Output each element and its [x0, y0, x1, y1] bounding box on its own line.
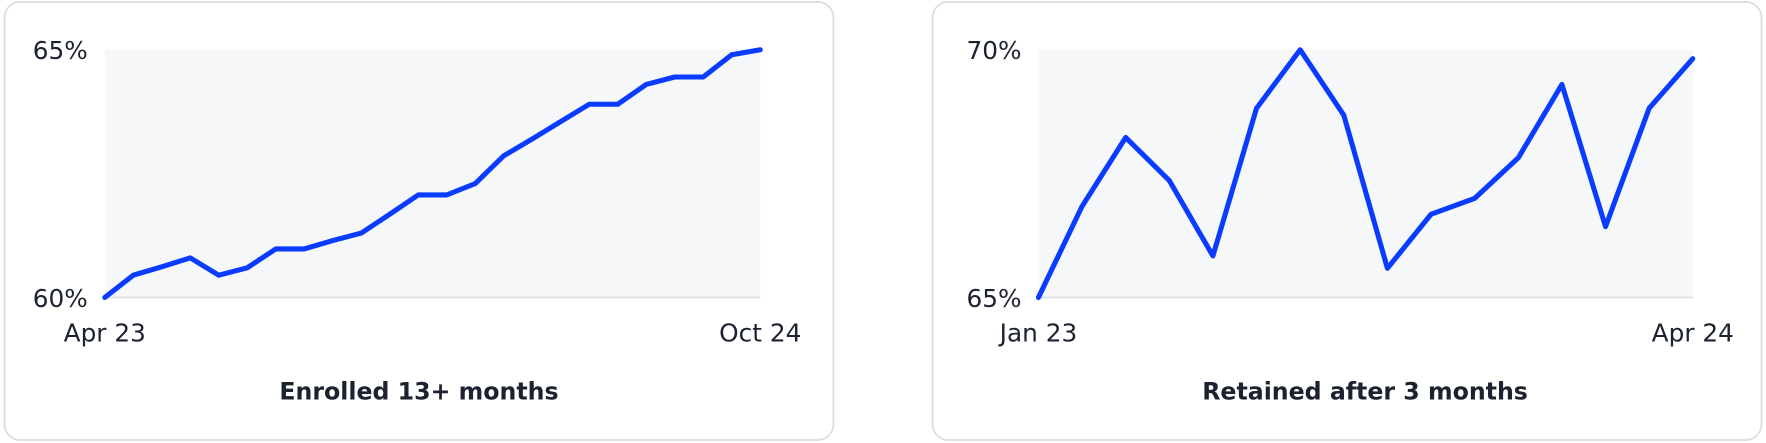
chart-title: Enrolled 13+ months — [279, 378, 558, 406]
y-tick-label: 65% — [33, 36, 88, 65]
x-tick-label: Jan 23 — [998, 319, 1078, 348]
line — [102, 47, 763, 301]
y-tick-label: 65% — [966, 284, 1021, 313]
plot-area — [104, 49, 761, 298]
x-tick-label: Oct 24 — [719, 319, 801, 348]
x-tick-label: Apr 23 — [64, 319, 146, 348]
chart-title: Retained after 3 months — [1202, 378, 1528, 406]
line — [1035, 47, 1696, 301]
x-tick-label: Apr 24 — [1652, 319, 1734, 348]
y-tick-label: 70% — [966, 36, 1021, 65]
y-tick-label: 60% — [33, 284, 88, 313]
plot-area — [1038, 49, 1693, 298]
